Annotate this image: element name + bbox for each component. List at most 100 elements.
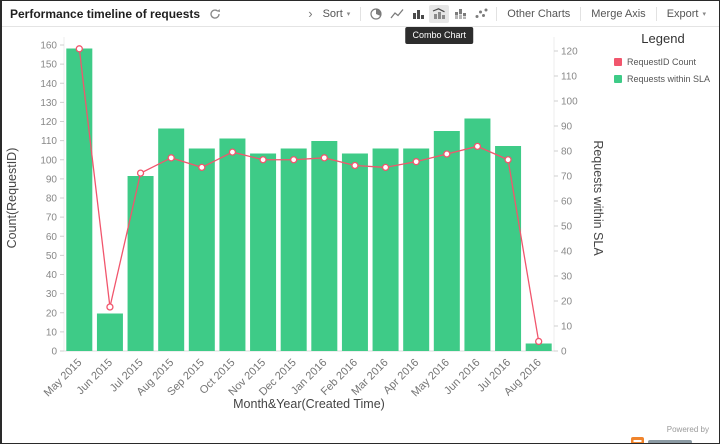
report-title: Performance timeline of requests	[10, 6, 201, 21]
bar-requests-within-sla[interactable]	[66, 48, 93, 352]
x-axis-title: Month&Year(Created Time)	[233, 397, 385, 411]
merge-axis-button[interactable]: Merge Axis	[586, 6, 650, 22]
sort-button[interactable]: Sort ▾	[318, 6, 356, 22]
divider	[360, 6, 362, 21]
point-requestid-count[interactable]	[290, 156, 298, 164]
point-requestid-count[interactable]	[412, 158, 420, 166]
point-requestid-count[interactable]	[504, 156, 512, 164]
y-axis-tick-label: 160	[40, 41, 57, 52]
y-axis-tick-label: 30	[46, 289, 58, 300]
chart-toolbar: › Sort ▾	[304, 4, 711, 44]
y2-axis-tick-label: 80	[561, 147, 573, 158]
legend-label: RequestID Count	[627, 57, 697, 67]
legend-label: Requests within SLA	[627, 73, 711, 84]
y2-axis-tick-label: 40	[561, 247, 573, 258]
export-label: Export	[666, 7, 699, 20]
bar-requests-within-sla[interactable]	[464, 118, 491, 352]
scatter-chart-icon[interactable]	[471, 5, 491, 23]
point-requestid-count[interactable]	[167, 154, 175, 162]
stacked-bar-chart-icon[interactable]	[450, 5, 470, 23]
right-axis-title: Requests within SLA	[591, 140, 605, 256]
divider	[496, 6, 498, 21]
refresh-icon[interactable]	[209, 8, 221, 20]
line-chart-icon[interactable]	[387, 5, 407, 23]
y-axis-tick-label: 40	[46, 270, 58, 281]
y2-axis-tick-label: 90	[561, 122, 573, 133]
header: Performance timeline of requests › Sort …	[2, 1, 719, 44]
bar-requests-within-sla[interactable]	[158, 128, 185, 352]
collapse-chevron-icon[interactable]: ›	[304, 6, 316, 21]
point-requestid-count[interactable]	[351, 161, 359, 170]
point-requestid-count[interactable]	[198, 163, 206, 172]
y-axis-tick-label: 70	[46, 213, 58, 224]
left-axis-title: Count(RequestID)	[5, 148, 19, 249]
legend-item-requestid-count[interactable]: RequestID Count	[614, 57, 716, 68]
legend-swatch-red	[614, 58, 622, 66]
y-axis-tick-label: 110	[41, 136, 57, 147]
bar-requests-within-sla[interactable]	[96, 313, 123, 352]
y2-axis-tick-label: 0	[561, 347, 567, 358]
point-requestid-count[interactable]	[259, 156, 267, 164]
y2-axis-tick-label: 30	[561, 272, 573, 283]
y2-axis-tick-label: 50	[561, 222, 573, 233]
legend-panel: Legend RequestID Count Requests within S…	[610, 31, 716, 92]
y-axis-tick-label: 100	[40, 155, 57, 166]
divider	[655, 6, 657, 21]
y-axis-tick-label: 20	[46, 308, 58, 319]
y2-axis-tick-label: 60	[561, 197, 573, 208]
point-requestid-count[interactable]	[381, 163, 390, 172]
legend-title: Legend	[641, 31, 685, 46]
bar-requests-within-sla[interactable]	[403, 148, 430, 352]
bar-requests-within-sla[interactable]	[372, 148, 399, 352]
bar-requests-within-sla[interactable]	[127, 176, 154, 351]
y-axis-tick-label: 140	[40, 79, 57, 90]
merge-axis-label: Merge Axis	[591, 7, 646, 20]
divider	[580, 6, 582, 21]
y2-axis-tick-label: 120	[561, 47, 578, 58]
line-requestid-count[interactable]	[78, 48, 540, 342]
bar-requests-within-sla[interactable]	[250, 153, 277, 352]
bar-requests-within-sla[interactable]	[219, 138, 246, 352]
bar-requests-within-sla[interactable]	[188, 148, 215, 352]
point-requestid-count[interactable]	[473, 142, 482, 151]
point-requestid-count[interactable]	[535, 337, 543, 346]
y-axis-tick-label: 60	[46, 232, 58, 243]
y-axis-tick-label: 10	[46, 327, 58, 338]
chart-area: 0 10 20 30 40 50 60 70 80 90 100 110 120 130 140 150 160…	[2, 27, 614, 443]
combo-chart-canvas: 0102030405060708090100110120130140150160…	[5, 37, 605, 411]
brand-logo	[631, 437, 692, 443]
sort-label: Sort	[322, 7, 343, 20]
bar-requests-within-sla[interactable]	[341, 153, 368, 352]
y-axis-tick-label: 50	[46, 251, 58, 262]
y-axis-tick-label: 150	[40, 60, 57, 71]
bar-requests-within-sla[interactable]	[525, 343, 552, 352]
y2-axis-tick-label: 110	[561, 72, 577, 83]
y-axis-tick-label: 120	[40, 117, 57, 128]
powered-by-footer: Powered by	[631, 425, 709, 443]
export-button[interactable]: Export ▾	[662, 6, 711, 22]
point-requestid-count[interactable]	[75, 45, 83, 53]
y2-axis-tick-label: 10	[561, 322, 573, 333]
combo-chart-icon[interactable]: Combo Chart	[405, 4, 474, 44]
point-requestid-count[interactable]	[136, 169, 145, 177]
legend-item-requests-within-sla[interactable]: Requests within SLA	[614, 73, 716, 85]
bar-requests-within-sla[interactable]	[433, 131, 460, 351]
y-axis-tick-label: 0	[51, 347, 57, 358]
bar-requests-within-sla[interactable]	[280, 148, 307, 352]
point-requestid-count[interactable]	[320, 154, 328, 162]
combo-chart-tooltip: Combo Chart	[405, 26, 474, 44]
y2-axis-tick-label: 100	[561, 97, 578, 108]
point-requestid-count[interactable]	[106, 303, 114, 311]
bar-requests-within-sla[interactable]	[311, 141, 338, 351]
point-requestid-count[interactable]	[443, 150, 451, 158]
bar-chart-icon[interactable]	[408, 5, 428, 23]
point-requestid-count[interactable]	[228, 148, 237, 156]
y2-axis-tick-label: 20	[561, 297, 573, 308]
bar-requests-within-sla[interactable]	[495, 146, 522, 351]
other-charts-label: Other Charts	[507, 7, 571, 20]
pie-chart-icon[interactable]	[366, 5, 386, 23]
powered-by-text: Powered by	[666, 425, 709, 434]
y-axis-tick-label: 130	[40, 98, 57, 109]
other-charts-button[interactable]: Other Charts	[502, 6, 575, 22]
